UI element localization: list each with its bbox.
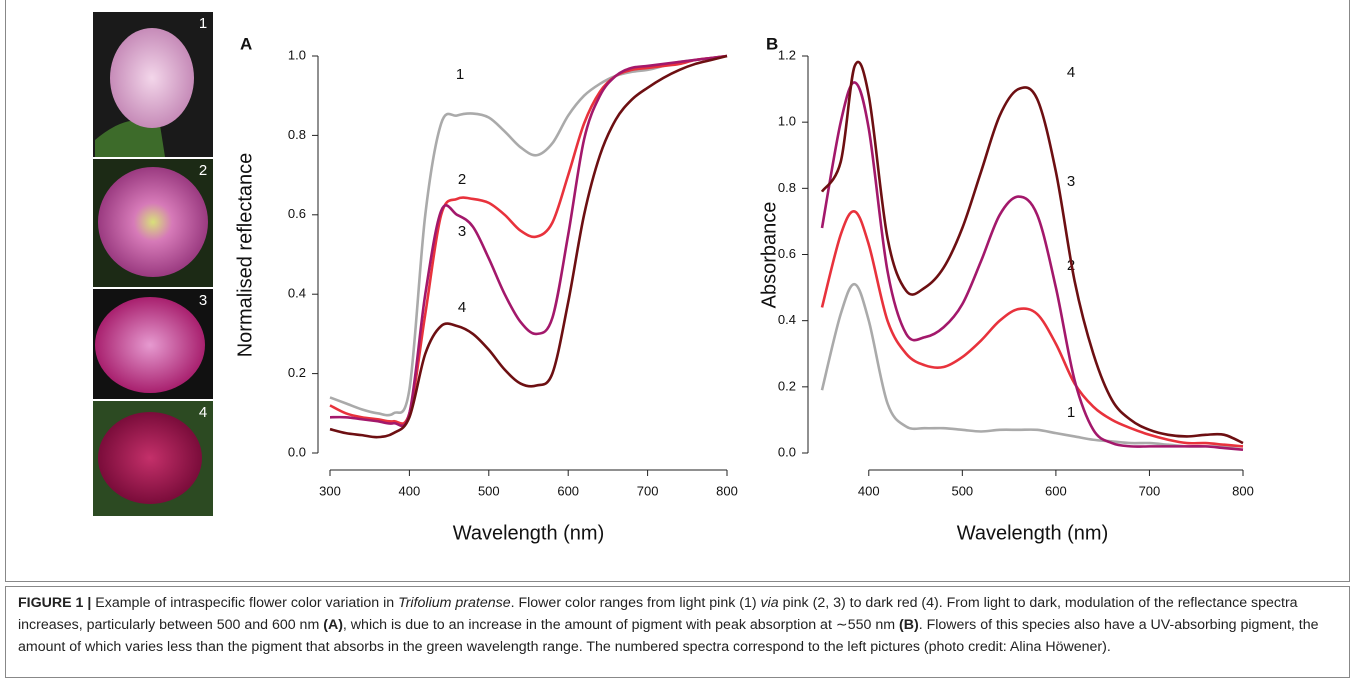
photo-flower	[110, 28, 194, 128]
caption-text: pink (2, 3) to dark red (4). From light …	[18, 595, 1298, 633]
spectrum-line	[820, 210, 1244, 448]
x-tick-label: 500	[478, 483, 500, 498]
y-tick-label: 1.0	[778, 114, 796, 129]
x-axis-label: Wavelength (nm)	[453, 522, 605, 544]
y-axis-label: Normalised reflectance	[234, 153, 256, 358]
caption-text: (A)	[323, 617, 343, 633]
caption-text: . Flowers of this species also have a UV…	[18, 617, 1319, 655]
x-tick-label: 600	[557, 483, 579, 498]
caption: FIGURE 1 | Example of intraspecific flow…	[5, 586, 1350, 678]
spectrum-line	[820, 60, 1244, 445]
caption-text: . Flower color ranges from light pink (1…	[510, 595, 761, 611]
y-tick-label: 0.2	[288, 365, 306, 380]
x-tick-label: 400	[399, 483, 421, 498]
y-tick-label: 0.2	[778, 378, 796, 393]
caption-text: Trifolium pratense	[398, 595, 511, 611]
photo-strip: 1 2 3 4	[93, 12, 213, 516]
curve-label: 1	[1067, 404, 1075, 421]
photo-label: 3	[199, 292, 207, 309]
y-tick-label: 1.0	[288, 47, 306, 62]
x-tick-label: 800	[1232, 483, 1254, 498]
photo-flower	[95, 297, 205, 393]
photo-label: 4	[199, 404, 207, 421]
photo-label: 1	[199, 15, 207, 32]
y-tick-label: 0.4	[288, 286, 306, 301]
caption-text: , which is due to an increase in the amo…	[342, 617, 899, 633]
photo-flower	[98, 167, 208, 277]
y-tick-label: 0.8	[778, 180, 796, 195]
y-tick-label: 0.6	[778, 246, 796, 261]
y-tick-label: 0.8	[288, 127, 306, 142]
caption-text: Example of intraspecific flower color va…	[91, 595, 399, 611]
curve-label: 3	[1067, 173, 1075, 190]
x-tick-label: 700	[1139, 483, 1161, 498]
spectrum-line	[820, 81, 1244, 451]
curve-label: 1	[456, 66, 464, 83]
spectrum-line	[329, 54, 728, 439]
x-tick-label: 800	[716, 483, 738, 498]
panel-letter: A	[240, 34, 252, 53]
caption-text: (B)	[899, 617, 919, 633]
figure-frame	[5, 0, 1350, 582]
curve-label: 2	[458, 171, 466, 188]
x-tick-label: 300	[319, 483, 341, 498]
spectrum-line	[820, 282, 1243, 448]
x-tick-label: 500	[951, 483, 973, 498]
y-tick-label: 1.2	[778, 47, 796, 62]
photo-label: 2	[199, 162, 207, 179]
photo-leaf	[95, 120, 165, 157]
x-tick-label: 600	[1045, 483, 1067, 498]
spectrum-line	[329, 54, 728, 428]
spectrum-line	[329, 54, 728, 425]
y-tick-label: 0.0	[288, 444, 306, 459]
curve-label: 4	[1067, 64, 1075, 81]
figure: 1 2 3 4 A 0.0 0.2 0.4 0.6 0.8 1.0 300 400 500 600 7…	[93, 12, 1254, 544]
x-axis-label: Wavelength (nm)	[957, 522, 1109, 544]
x-tick-label: 700	[637, 483, 659, 498]
y-tick-label: 0.4	[778, 312, 796, 327]
panel-letter: B	[766, 34, 778, 53]
x-tick-label: 400	[858, 483, 880, 498]
y-tick-label: 0.6	[288, 206, 306, 221]
y-axis-label: Absorbance	[758, 202, 780, 309]
curve-label: 3	[458, 223, 466, 240]
photo-flower	[98, 412, 202, 504]
caption-label: FIGURE 1 |	[18, 595, 92, 611]
y-tick-label: 0.0	[778, 444, 796, 459]
curve-label: 4	[458, 299, 466, 316]
caption-text: via	[760, 595, 779, 611]
